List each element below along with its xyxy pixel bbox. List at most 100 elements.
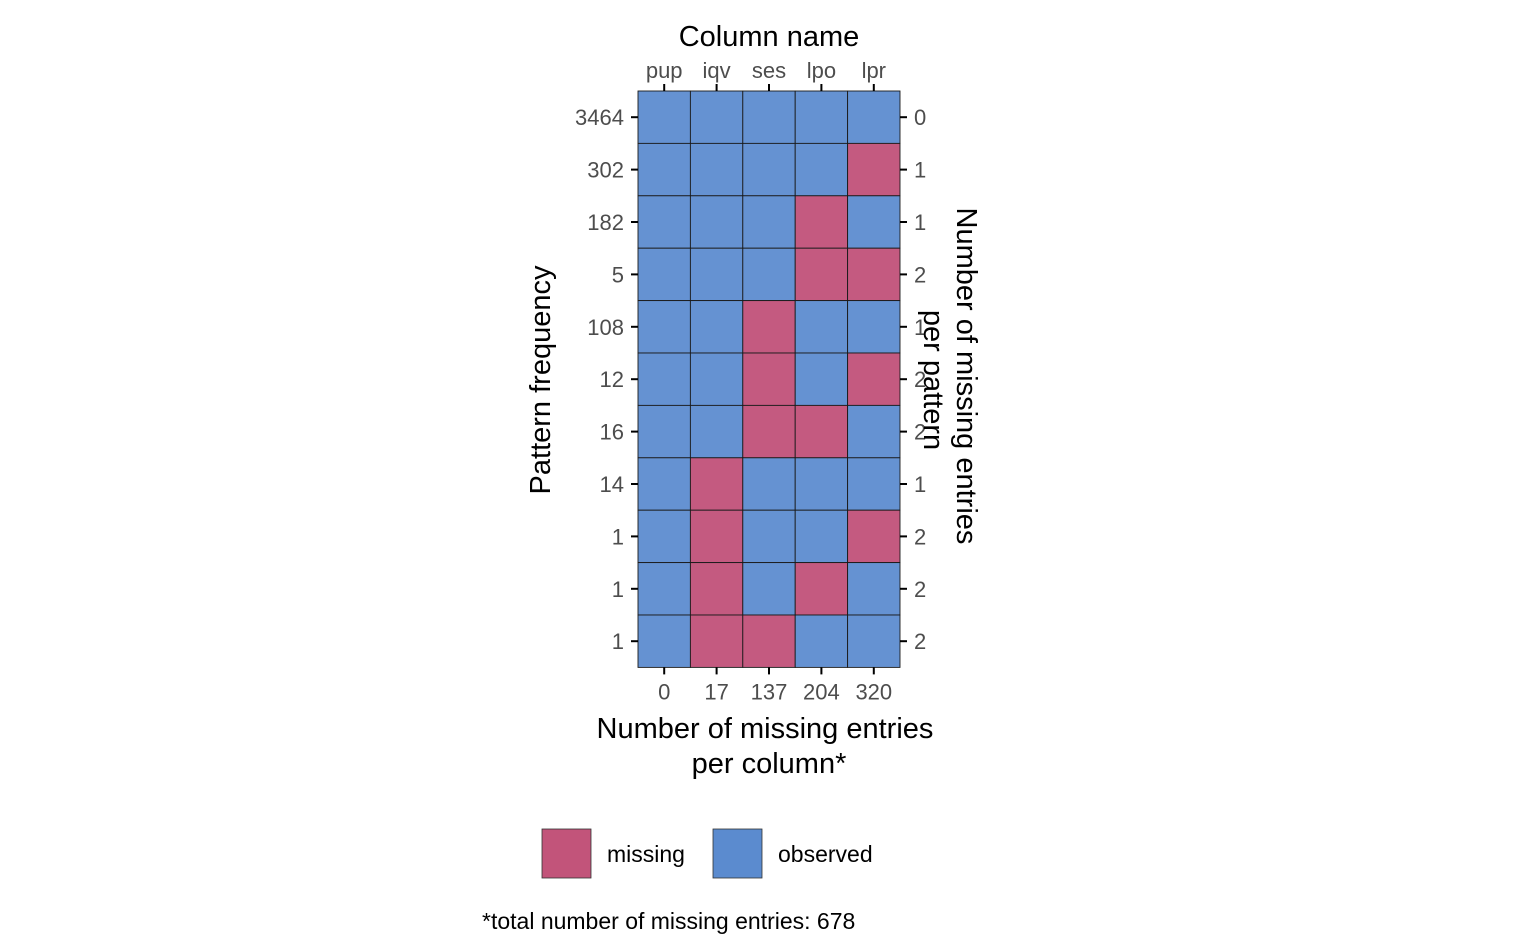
cell-r1-ses-observed xyxy=(742,90,796,144)
legend-key-observed xyxy=(712,828,763,879)
right-axis-title: Number of missing entries per pattern xyxy=(917,208,982,553)
cell-r9-pup-observed xyxy=(637,509,691,564)
cell-r3-ses-observed xyxy=(742,195,796,249)
column-missing-count-label: 320 xyxy=(855,679,892,704)
pattern-frequency-label: 1 xyxy=(612,577,624,602)
bottom-axis-title-line-1: Number of missing entries xyxy=(597,713,934,745)
cell-r11-ses-missing xyxy=(742,614,796,668)
cell-r10-iqv-missing xyxy=(689,562,744,616)
pattern-missing-count-label: 1 xyxy=(914,315,926,340)
cell-r3-lpr-observed xyxy=(847,195,901,249)
right-axis-title-line-1: Number of missing entries xyxy=(950,208,982,545)
pattern-frequency-label: 5 xyxy=(612,262,624,287)
cell-r6-pup-observed xyxy=(637,352,691,406)
cell-r9-lpo-observed xyxy=(794,509,849,564)
column-name-label: iqv xyxy=(703,58,731,83)
bottom-axis-title-line-2: per column* xyxy=(692,748,847,780)
pattern-missing-count-label: 2 xyxy=(914,367,926,392)
pattern-missing-count-label: 2 xyxy=(914,524,926,549)
pattern-frequency-label: 1 xyxy=(612,629,624,654)
cell-r5-lpo-observed xyxy=(794,300,849,354)
pattern-frequency-label: 182 xyxy=(587,210,624,235)
pattern-frequency-label: 12 xyxy=(600,367,624,392)
cell-r6-iqv-observed xyxy=(689,352,744,406)
cell-r8-lpr-observed xyxy=(847,457,901,511)
pattern-missing-count-label: 2 xyxy=(914,577,926,602)
pattern-missing-count-label: 2 xyxy=(914,629,926,654)
column-missing-count-label: 137 xyxy=(751,679,788,704)
cell-r1-lpo-observed xyxy=(794,90,849,144)
cell-r7-ses-missing xyxy=(742,404,796,459)
cell-r4-lpr-missing xyxy=(847,247,901,302)
cell-r8-pup-observed xyxy=(637,457,691,511)
cell-r7-pup-observed xyxy=(637,404,691,459)
cell-r9-ses-observed xyxy=(742,509,796,564)
pattern-missing-count-label: 2 xyxy=(914,420,926,445)
cell-r11-lpo-observed xyxy=(794,614,849,668)
bottom-axis-title: Number of missing entries per column* xyxy=(597,713,942,780)
axis-ticks xyxy=(631,84,907,675)
cell-r7-lpo-missing xyxy=(794,404,849,459)
pattern-frequency-label: 108 xyxy=(587,315,624,340)
cell-r7-iqv-observed xyxy=(689,404,744,459)
cell-r6-lpo-observed xyxy=(794,352,849,406)
column-name-label: lpo xyxy=(807,58,836,83)
cell-r6-ses-missing xyxy=(742,352,796,406)
pattern-frequency-label: 16 xyxy=(600,420,624,445)
cell-r1-lpr-observed xyxy=(847,90,901,144)
cell-r5-lpr-observed xyxy=(847,300,901,354)
cell-r3-lpo-missing xyxy=(794,195,849,249)
heatmap-grid xyxy=(637,90,901,668)
cell-r10-lpo-missing xyxy=(794,562,849,616)
top-axis-title: Column name xyxy=(679,21,860,53)
cell-r2-iqv-observed xyxy=(689,142,744,197)
cell-r9-iqv-missing xyxy=(689,509,744,564)
pattern-frequency-label: 3464 xyxy=(575,105,624,130)
column-name-label: pup xyxy=(646,58,683,83)
legend-key-missing xyxy=(541,828,592,879)
cell-r1-iqv-observed xyxy=(689,90,744,144)
pattern-missing-count-label: 1 xyxy=(914,210,926,235)
pattern-missing-count-label: 2 xyxy=(914,262,926,287)
left-axis-title: Pattern frequency xyxy=(525,265,557,494)
cell-r4-pup-observed xyxy=(637,247,691,302)
cell-r11-pup-observed xyxy=(637,614,691,668)
cell-r3-pup-observed xyxy=(637,195,691,249)
cell-r10-lpr-observed xyxy=(847,562,901,616)
pattern-missing-count-label: 0 xyxy=(914,105,926,130)
caption: *total number of missing entries: 678 xyxy=(482,908,855,934)
cell-r8-ses-observed xyxy=(742,457,796,511)
column-name-label: lpr xyxy=(862,58,886,83)
cell-r6-lpr-missing xyxy=(847,352,901,406)
cell-r2-lpr-missing xyxy=(847,142,901,197)
cell-r4-lpo-missing xyxy=(794,247,849,302)
cell-r10-pup-observed xyxy=(637,562,691,616)
cell-r4-ses-observed xyxy=(742,247,796,302)
pattern-frequency-label: 302 xyxy=(587,158,624,183)
cell-r9-lpr-missing xyxy=(847,509,901,564)
cell-r5-pup-observed xyxy=(637,300,691,354)
cell-r8-lpo-observed xyxy=(794,457,849,511)
cell-r2-pup-observed xyxy=(637,142,691,197)
pattern-frequency-label: 1 xyxy=(612,524,624,549)
cell-r8-iqv-missing xyxy=(689,457,744,511)
pattern-missing-count-label: 1 xyxy=(914,158,926,183)
cell-r4-iqv-observed xyxy=(689,247,744,302)
legend: missing observed xyxy=(541,828,873,879)
legend-label-observed: observed xyxy=(778,841,873,867)
column-missing-count-label: 204 xyxy=(803,679,840,704)
pattern-frequency-label: 14 xyxy=(600,472,624,497)
pattern-missing-count-label: 1 xyxy=(914,472,926,497)
cell-r3-iqv-observed xyxy=(689,195,744,249)
column-missing-count-label: 17 xyxy=(704,679,728,704)
column-name-label: ses xyxy=(752,58,786,83)
legend-label-missing: missing xyxy=(607,841,685,867)
cell-r10-ses-observed xyxy=(742,562,796,616)
cell-r2-lpo-observed xyxy=(794,142,849,197)
cell-r1-pup-observed xyxy=(637,90,691,144)
right-axis-title-line-2: per pattern xyxy=(917,310,949,450)
cell-r5-ses-missing xyxy=(742,300,796,354)
cell-r11-iqv-missing xyxy=(689,614,744,668)
